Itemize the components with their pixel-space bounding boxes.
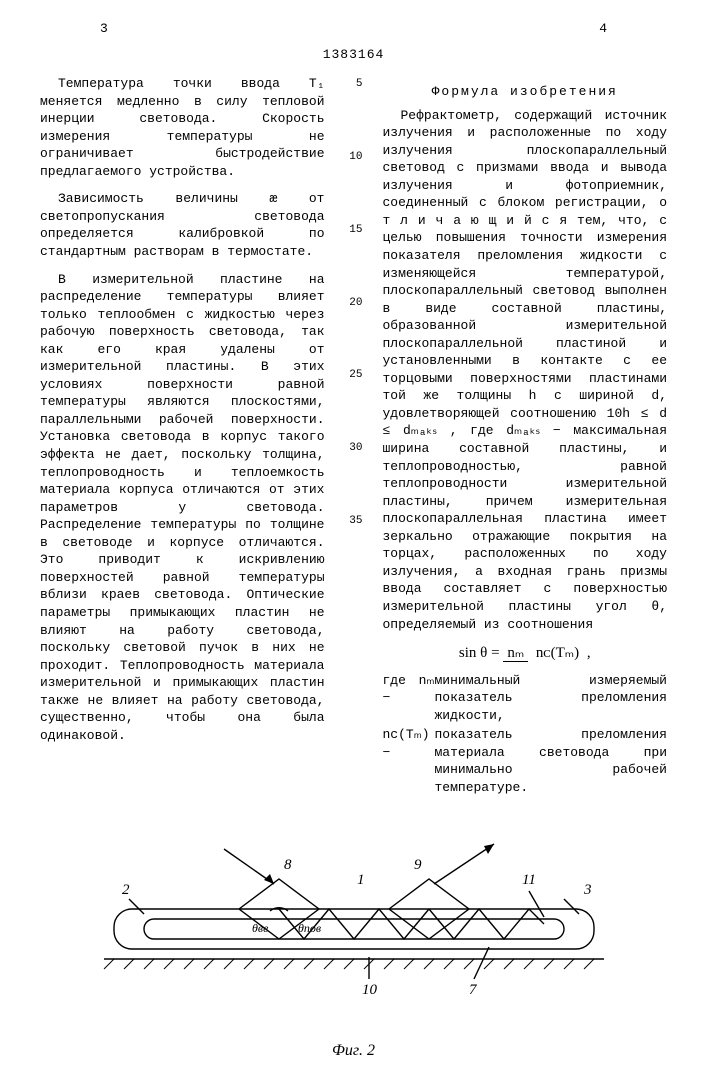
line-num: 5 <box>345 77 363 92</box>
fig-label-11: 11 <box>522 872 536 888</box>
where-row: где nₘ − минимальный измеряемый показате… <box>383 672 668 725</box>
line-number-gutter: 5 10 15 20 25 30 35 <box>345 75 363 798</box>
equation: sin θ = nₘ nᴄ(Tₘ) , <box>383 643 668 664</box>
fig-label-2: 2 <box>122 882 130 898</box>
figure-svg: 2 8 1 9 11 3 7 10 θвв θпов <box>74 829 634 1029</box>
fig-label-8: 8 <box>284 857 292 873</box>
fig-label-7: 7 <box>469 982 478 998</box>
page: 3 4 1383164 Температура точки ввода T₁ м… <box>0 0 707 1082</box>
left-column: Температура точки ввода T₁ меняется медл… <box>40 75 325 798</box>
where-block: где nₘ − минимальный измеряемый показате… <box>383 672 668 797</box>
where-definition: показатель преломления материала светово… <box>435 726 668 796</box>
page-number-right: 4 <box>599 20 607 38</box>
line-num: 30 <box>345 441 363 456</box>
left-para-3: В измерительной пластине на распределени… <box>40 271 325 745</box>
eq-lhs: sin θ = <box>459 645 500 661</box>
where-symbol: nᴄ(Tₘ) − <box>383 726 435 796</box>
fig-label-3: 3 <box>583 882 592 898</box>
fig-theta-in: θвв <box>252 921 268 935</box>
eq-denominator: nᴄ(Tₘ) <box>532 645 583 661</box>
right-para-1: Рефрактометр, содержащий источник излуче… <box>383 107 668 633</box>
right-column: Формула изобретения Рефрактометр, содерж… <box>383 75 668 798</box>
where-definition: минимальный измеряемый показатель прелом… <box>435 672 668 725</box>
formula-title: Формула изобретения <box>383 83 668 101</box>
fig-label-10: 10 <box>362 982 378 998</box>
line-num: 20 <box>345 296 363 311</box>
fig-label-9: 9 <box>414 857 422 873</box>
header-row: 3 4 <box>40 20 667 38</box>
line-num: 15 <box>345 223 363 238</box>
line-num: 25 <box>345 368 363 383</box>
eq-numerator: nₘ <box>503 645 528 662</box>
line-num: 35 <box>345 514 363 529</box>
figure-2: 2 8 1 9 11 3 7 10 θвв θпов Фиг. 2 <box>40 829 667 1062</box>
columns-wrapper: Температура точки ввода T₁ меняется медл… <box>40 75 667 798</box>
fig-theta-ref: θпов <box>298 921 321 935</box>
fig-label-1: 1 <box>357 872 365 888</box>
figure-caption: Фиг. 2 <box>40 1040 667 1062</box>
left-para-2: Зависимость величины æ от светопропускан… <box>40 190 325 260</box>
eq-tail: , <box>587 645 591 661</box>
line-num: 10 <box>345 150 363 165</box>
where-symbol: где nₘ − <box>383 672 435 725</box>
page-number-left: 3 <box>100 20 108 38</box>
eq-fraction: nₘ nᴄ(Tₘ) <box>503 643 583 663</box>
left-para-1: Температура точки ввода T₁ меняется медл… <box>40 75 325 180</box>
where-row: nᴄ(Tₘ) − показатель преломления материал… <box>383 726 668 796</box>
patent-number: 1383164 <box>40 46 667 64</box>
